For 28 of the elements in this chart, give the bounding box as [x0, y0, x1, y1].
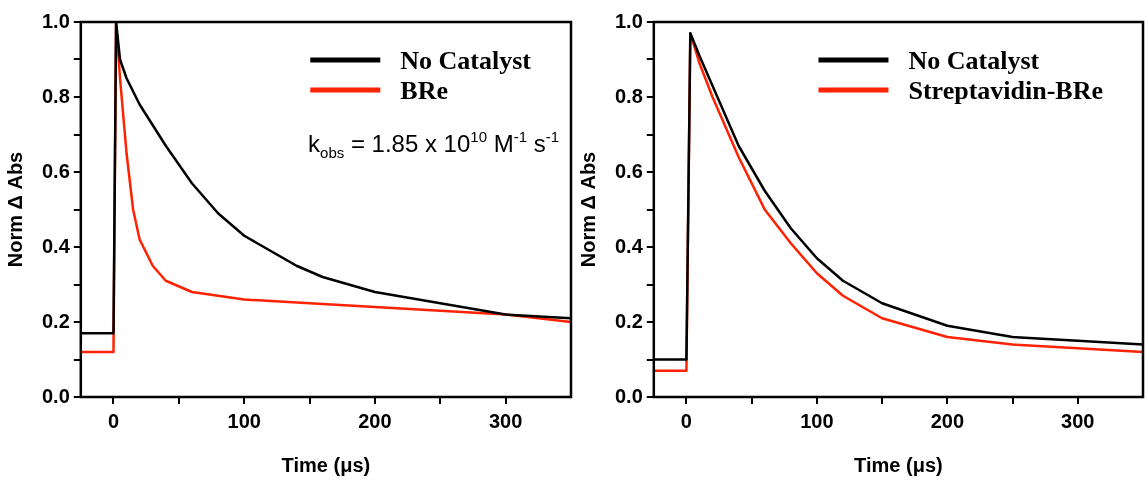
y-tick-label: 0.4: [41, 234, 71, 257]
y-tick-label: 0.0: [41, 384, 70, 407]
y-tick-label: 0.6: [614, 159, 643, 182]
y-axis-title: Norm Δ Abs: [576, 151, 599, 268]
y-tick-label: 0.2: [41, 309, 70, 332]
x-tick-label: 100: [227, 409, 261, 432]
x-tick-label: 300: [1061, 409, 1095, 432]
legend-label: No Catalyst: [400, 45, 532, 75]
legend-label: BRe: [400, 75, 448, 105]
legend-label: No Catalyst: [908, 45, 1040, 75]
x-tick-label: 0: [680, 409, 692, 432]
y-tick-label: 0.8: [41, 84, 70, 107]
x-tick-label: 300: [488, 409, 523, 432]
x-axis-title: Time (μs): [854, 453, 943, 476]
x-tick-label: 0: [107, 409, 120, 432]
x-tick-label: 200: [930, 409, 965, 432]
y-tick-label: 0.8: [614, 84, 643, 107]
y-tick-label: 0.0: [614, 384, 643, 407]
x-tick-label: 100: [800, 409, 834, 432]
y-tick-label: 0.2: [614, 309, 643, 332]
legend-label: Streptavidin-BRe: [908, 75, 1103, 105]
x-axis-title: Time (μs): [281, 453, 371, 476]
y-tick-label: 1.0: [614, 9, 643, 32]
y-tick-label: 0.6: [41, 159, 70, 182]
x-tick-label: 200: [358, 409, 392, 432]
y-tick-label: 1.0: [41, 9, 70, 32]
y-axis-title: Norm Δ Abs: [3, 151, 26, 268]
y-tick-label: 0.4: [614, 234, 644, 257]
